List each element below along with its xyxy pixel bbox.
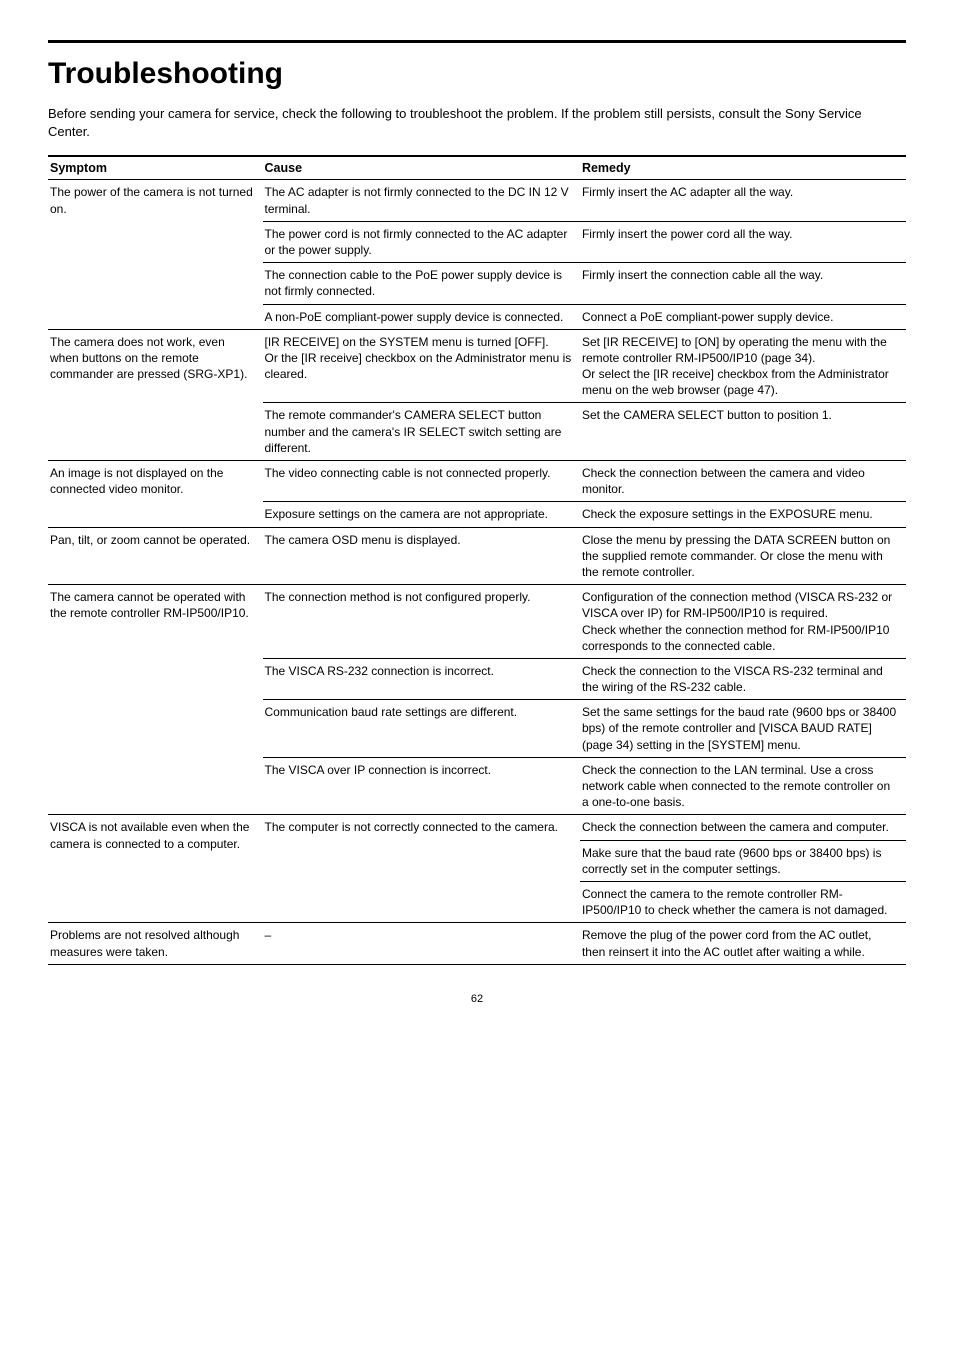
remedy-cell: Check the exposure settings in the EXPOS… [580,502,906,527]
symptom-cell: Problems are not resolved although measu… [48,923,263,964]
remedy-cell: Close the menu by pressing the DATA SCRE… [580,527,906,585]
intro-paragraph: Before sending your camera for service, … [48,105,906,141]
remedy-cell: Connect the camera to the remote control… [580,881,906,922]
table-row: An image is not displayed on the connect… [48,461,906,502]
top-rule [48,40,906,43]
symptom-cell: An image is not displayed on the connect… [48,461,263,528]
cause-cell: The connection cable to the PoE power su… [263,263,580,304]
cause-cell: The VISCA RS-232 connection is incorrect… [263,658,580,699]
remedy-cell: Make sure that the baud rate (9600 bps o… [580,840,906,881]
table-row: The power of the camera is not turned on… [48,180,906,221]
symptom-cell: The camera does not work, even when butt… [48,329,263,460]
symptom-cell: VISCA is not available even when the cam… [48,815,263,923]
remedy-cell: Connect a PoE compliant-power supply dev… [580,304,906,329]
troubleshooting-table: Symptom Cause Remedy The power of the ca… [48,155,906,964]
remedy-cell: Check the connection to the VISCA RS-232… [580,658,906,699]
cause-cell: The connection method is not configured … [263,585,580,659]
remedy-cell: Set the same settings for the baud rate … [580,700,906,758]
header-symptom: Symptom [48,156,263,180]
remedy-cell: Check the connection to the LAN terminal… [580,757,906,815]
table-row: The camera does not work, even when butt… [48,329,906,403]
table-header-row: Symptom Cause Remedy [48,156,906,180]
table-row: Problems are not resolved although measu… [48,923,906,964]
cause-cell: The AC adapter is not firmly connected t… [263,180,580,221]
cause-cell: The power cord is not firmly connected t… [263,221,580,262]
symptom-cell: The camera cannot be operated with the r… [48,585,263,815]
cause-cell: The computer is not correctly connected … [263,815,580,923]
header-remedy: Remedy [580,156,906,180]
table-row: Pan, tilt, or zoom cannot be operated.Th… [48,527,906,585]
cause-cell: The video connecting cable is not connec… [263,461,580,502]
table-row: VISCA is not available even when the cam… [48,815,906,840]
symptom-cell: The power of the camera is not turned on… [48,180,263,329]
table-body: The power of the camera is not turned on… [48,180,906,964]
cause-cell: The camera OSD menu is displayed. [263,527,580,585]
cause-cell: The remote commander's CAMERA SELECT but… [263,403,580,461]
cause-cell: – [263,923,580,964]
remedy-cell: Set [IR RECEIVE] to [ON] by operating th… [580,329,906,403]
header-cause: Cause [263,156,580,180]
cause-cell: [IR RECEIVE] on the SYSTEM menu is turne… [263,329,580,403]
remedy-cell: Check the connection between the camera … [580,461,906,502]
remedy-cell: Configuration of the connection method (… [580,585,906,659]
page-number: 62 [48,993,906,1005]
symptom-cell: Pan, tilt, or zoom cannot be operated. [48,527,263,585]
cause-cell: Exposure settings on the camera are not … [263,502,580,527]
remedy-cell: Set the CAMERA SELECT button to position… [580,403,906,461]
cause-cell: The VISCA over IP connection is incorrec… [263,757,580,815]
remedy-cell: Check the connection between the camera … [580,815,906,840]
remedy-cell: Firmly insert the connection cable all t… [580,263,906,304]
remedy-cell: Remove the plug of the power cord from t… [580,923,906,964]
cause-cell: Communication baud rate settings are dif… [263,700,580,758]
page-title: Troubleshooting [48,57,906,91]
remedy-cell: Firmly insert the power cord all the way… [580,221,906,262]
remedy-cell: Firmly insert the AC adapter all the way… [580,180,906,221]
table-row: The camera cannot be operated with the r… [48,585,906,659]
cause-cell: A non-PoE compliant-power supply device … [263,304,580,329]
